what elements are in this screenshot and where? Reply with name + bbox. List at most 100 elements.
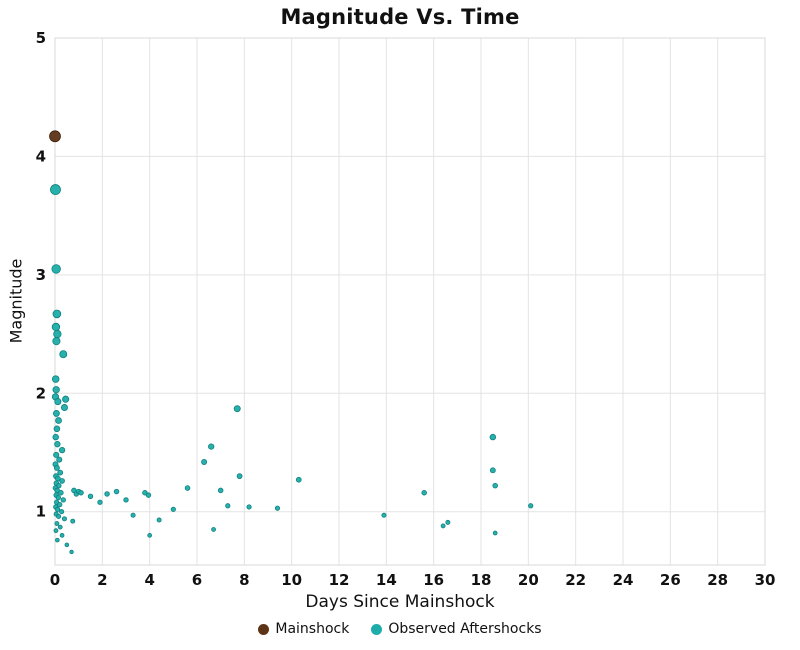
- data-point-aftershock: [53, 425, 61, 433]
- data-point-aftershock: [57, 524, 63, 530]
- data-point-aftershock: [55, 537, 60, 543]
- legend-swatch-aftershocks: [371, 623, 383, 635]
- x-tick-label: 18: [471, 571, 492, 589]
- data-point-aftershock: [61, 516, 67, 522]
- data-point-aftershock: [104, 491, 110, 497]
- legend-label-aftershocks: Observed Aftershocks: [388, 621, 542, 637]
- plot-border: [54, 37, 766, 566]
- data-point-aftershock: [59, 533, 65, 538]
- data-point-aftershock: [381, 512, 387, 518]
- data-point-aftershock: [53, 464, 60, 471]
- data-point-aftershock: [53, 528, 59, 534]
- data-point-aftershock: [528, 503, 534, 509]
- data-point-aftershock: [113, 488, 120, 495]
- x-tick-label: 28: [707, 571, 728, 589]
- data-point-aftershock: [54, 398, 62, 406]
- data-point-aftershock: [492, 530, 498, 536]
- y-tick-label: 3: [36, 266, 46, 284]
- data-point-aftershock: [60, 404, 68, 411]
- data-point-aftershock: [445, 519, 451, 525]
- data-point-aftershock: [97, 499, 103, 505]
- data-point-aftershock: [55, 494, 61, 501]
- legend-label-mainshock: Mainshock: [275, 621, 350, 637]
- data-point-aftershock: [201, 458, 208, 465]
- data-point-aftershock: [54, 441, 61, 448]
- y-tick-label: 5: [36, 29, 46, 47]
- data-point-aftershock: [156, 517, 162, 523]
- data-point-aftershock: [52, 337, 61, 346]
- x-tick-label: 30: [755, 571, 776, 589]
- legend-item-mainshock[interactable]: Mainshock: [258, 621, 349, 637]
- data-point-aftershock: [64, 542, 70, 548]
- x-axis-label: Days Since Mainshock: [305, 592, 495, 612]
- data-point-mainshock: [49, 130, 61, 143]
- legend: Mainshock Observed Aftershocks: [0, 621, 800, 637]
- data-point-aftershock: [184, 485, 191, 491]
- data-point-aftershock: [233, 405, 241, 413]
- x-tick-label: 14: [376, 571, 397, 589]
- y-tick-label: 4: [36, 147, 46, 165]
- data-point-aftershock: [50, 184, 61, 195]
- data-point-aftershock: [147, 533, 153, 538]
- x-tick-label: 10: [281, 571, 302, 589]
- data-point-aftershock: [236, 473, 243, 480]
- x-tick-label: 0: [50, 571, 60, 589]
- data-point-aftershock: [489, 433, 497, 441]
- data-point-aftershock: [52, 433, 59, 441]
- data-point-aftershock: [225, 503, 231, 509]
- legend-item-aftershocks[interactable]: Observed Aftershocks: [371, 621, 542, 637]
- data-point-aftershock: [52, 309, 62, 319]
- x-tick-label: 16: [423, 571, 444, 589]
- data-point-aftershock: [145, 492, 152, 498]
- data-point-aftershock: [51, 322, 61, 332]
- data-point-aftershock: [78, 490, 84, 496]
- data-point-aftershock: [489, 467, 496, 474]
- x-tick-label: 4: [144, 571, 154, 589]
- data-point-aftershock: [58, 490, 64, 496]
- data-point-aftershock: [208, 443, 215, 450]
- x-tick-label: 8: [239, 571, 249, 589]
- data-point-aftershock: [57, 469, 64, 476]
- data-point-aftershock: [51, 375, 60, 383]
- data-point-aftershock: [295, 476, 302, 483]
- data-point-aftershock: [123, 497, 129, 503]
- data-point-aftershock: [69, 549, 74, 555]
- data-point-aftershock: [62, 395, 70, 403]
- data-point-aftershock: [51, 264, 61, 274]
- data-point-aftershock: [217, 487, 224, 494]
- data-point-aftershock: [56, 456, 63, 463]
- chart-title: Magnitude Vs. Time: [280, 5, 520, 29]
- data-point-aftershock: [59, 350, 68, 359]
- x-tick-label: 20: [518, 571, 539, 589]
- data-point-aftershock: [55, 417, 62, 424]
- x-tick-label: 12: [329, 571, 350, 589]
- data-point-aftershock: [52, 409, 60, 417]
- x-tick-label: 6: [192, 571, 202, 589]
- data-point-aftershock: [58, 447, 66, 454]
- data-point-aftershock: [56, 513, 62, 519]
- y-tick-label: 1: [36, 503, 46, 521]
- x-tick-label: 24: [613, 571, 634, 589]
- data-point-aftershock: [52, 386, 60, 394]
- data-point-aftershock: [130, 512, 136, 518]
- data-point-aftershock: [492, 482, 498, 489]
- x-tick-label: 2: [97, 571, 107, 589]
- data-point-aftershock: [87, 493, 94, 500]
- data-point-aftershock: [53, 451, 60, 458]
- data-point-aftershock: [59, 478, 65, 484]
- data-point-aftershock: [421, 490, 427, 496]
- data-point-aftershock: [70, 518, 76, 524]
- legend-swatch-mainshock: [258, 623, 270, 635]
- data-point-aftershock: [246, 504, 252, 510]
- data-point-aftershock: [53, 329, 62, 339]
- data-point-aftershock: [57, 501, 63, 508]
- data-point-aftershock: [440, 523, 446, 529]
- data-point-aftershock: [211, 527, 216, 532]
- y-axis-label: Magnitude: [6, 258, 26, 344]
- data-point-aftershock: [54, 521, 60, 526]
- data-point-aftershock: [60, 497, 66, 503]
- y-tick-label: 2: [36, 384, 46, 402]
- data-point-aftershock: [170, 506, 176, 512]
